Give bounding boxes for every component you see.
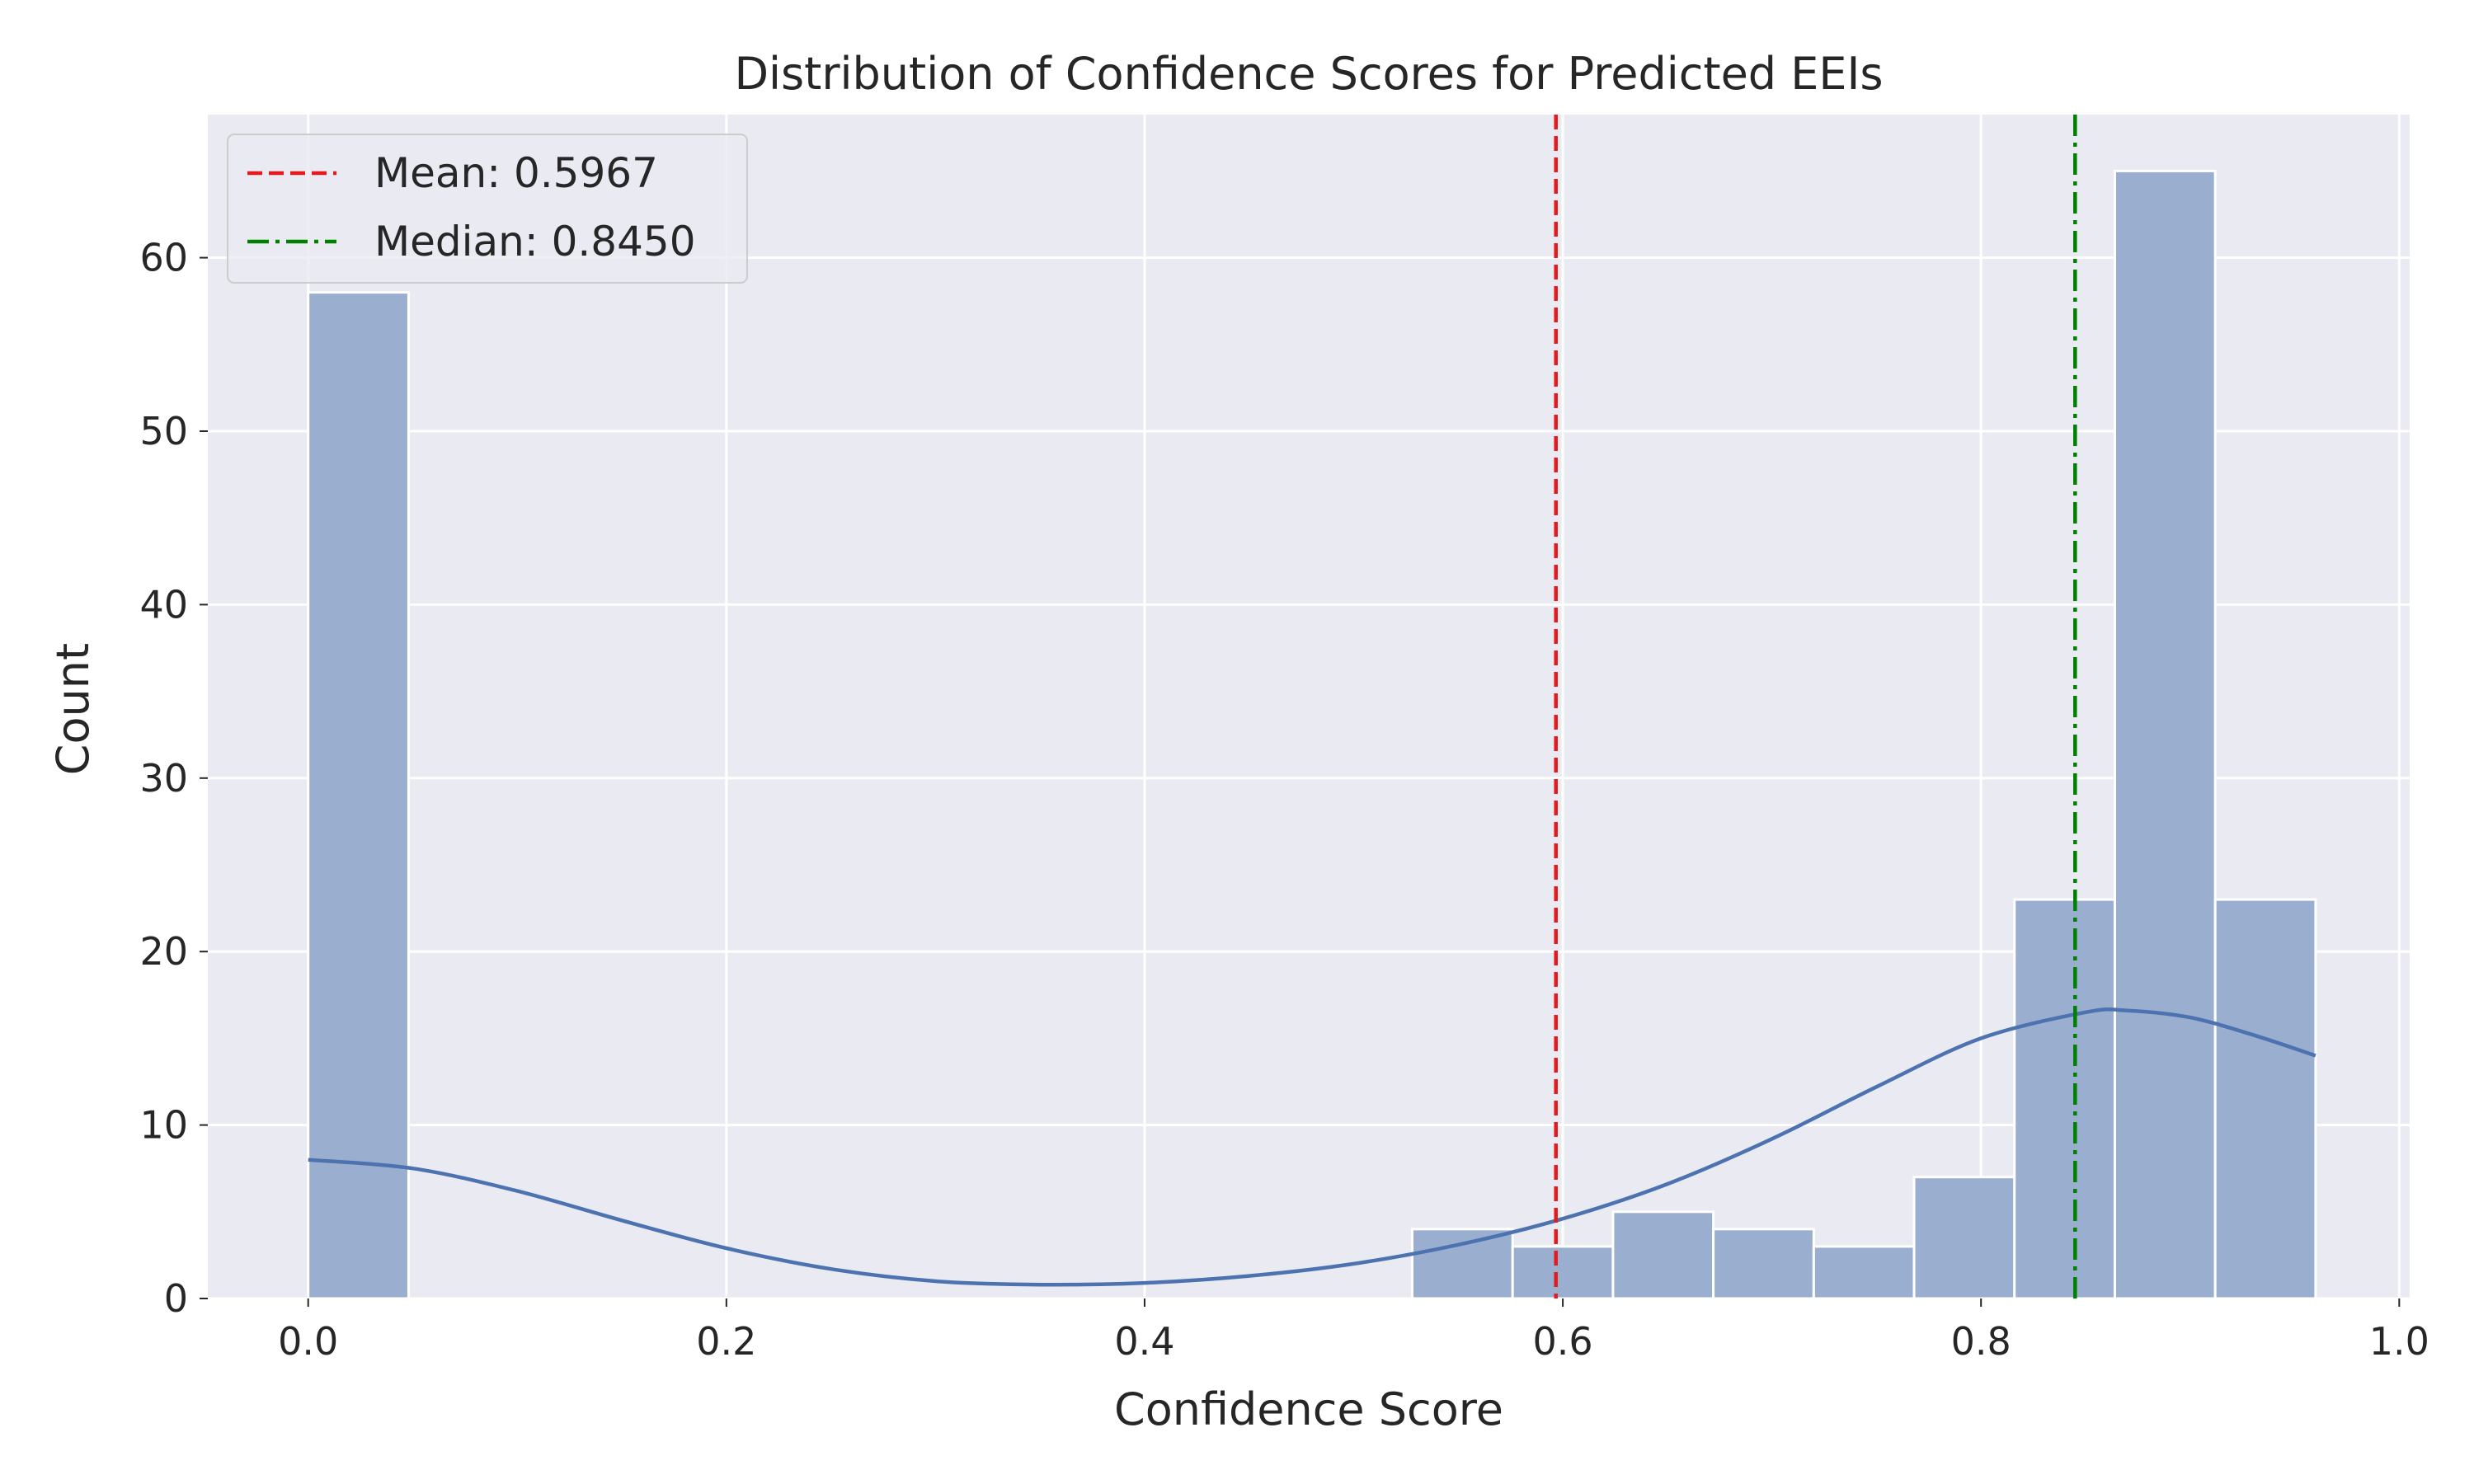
kde-line [308,1007,2316,1287]
x-axis-label: Confidence Score [1114,1383,1503,1435]
x-tick-label: 0.8 [1951,1319,2011,1364]
x-tick-label: 0.2 [696,1319,756,1364]
x-tick-label: 0.0 [278,1319,338,1364]
reference-lines [1554,115,2077,1298]
y-tick-label: 30 [139,756,188,801]
histogram-bar [1912,1176,2016,1300]
histogram-bar [1812,1245,1916,1300]
histogram-bar [1511,1245,1615,1300]
histogram-bar [1411,1228,1514,1300]
histogram-bars [307,169,2317,1300]
y-tick-label: 50 [139,409,188,453]
y-tick-label: 10 [139,1103,188,1148]
y-tick-label: 40 [139,582,188,627]
legend: Mean: 0.5967 Median: 0.8450 [227,134,748,284]
histogram-bar [1611,1210,1715,1300]
histogram-bar [2013,898,2116,1300]
x-tick-label: 0.4 [1114,1319,1174,1364]
y-tick-label: 20 [139,929,188,974]
histogram-bar [2113,169,2217,1300]
x-tick-label: 0.6 [1532,1319,1592,1364]
legend-median-label: Median: 0.8450 [374,218,696,265]
chart-title: Distribution of Confidence Scores for Pr… [734,48,1883,100]
y-axis-ticks: 0 10 20 30 40 50 60 [139,236,208,1321]
legend-box [227,134,748,284]
histogram-bar [1712,1228,1815,1300]
legend-mean-label: Mean: 0.5967 [374,149,658,197]
histogram-bar [307,291,410,1300]
y-tick-label: 0 [164,1276,188,1321]
histogram-bar [2213,898,2317,1300]
y-tick-label: 60 [139,236,188,280]
y-axis-label: Count [47,643,99,775]
kde-curve [308,1007,2316,1287]
x-tick-label: 1.0 [2369,1319,2429,1364]
x-axis-ticks: 0.0 0.2 0.4 0.6 0.8 1.0 [278,1298,2429,1364]
